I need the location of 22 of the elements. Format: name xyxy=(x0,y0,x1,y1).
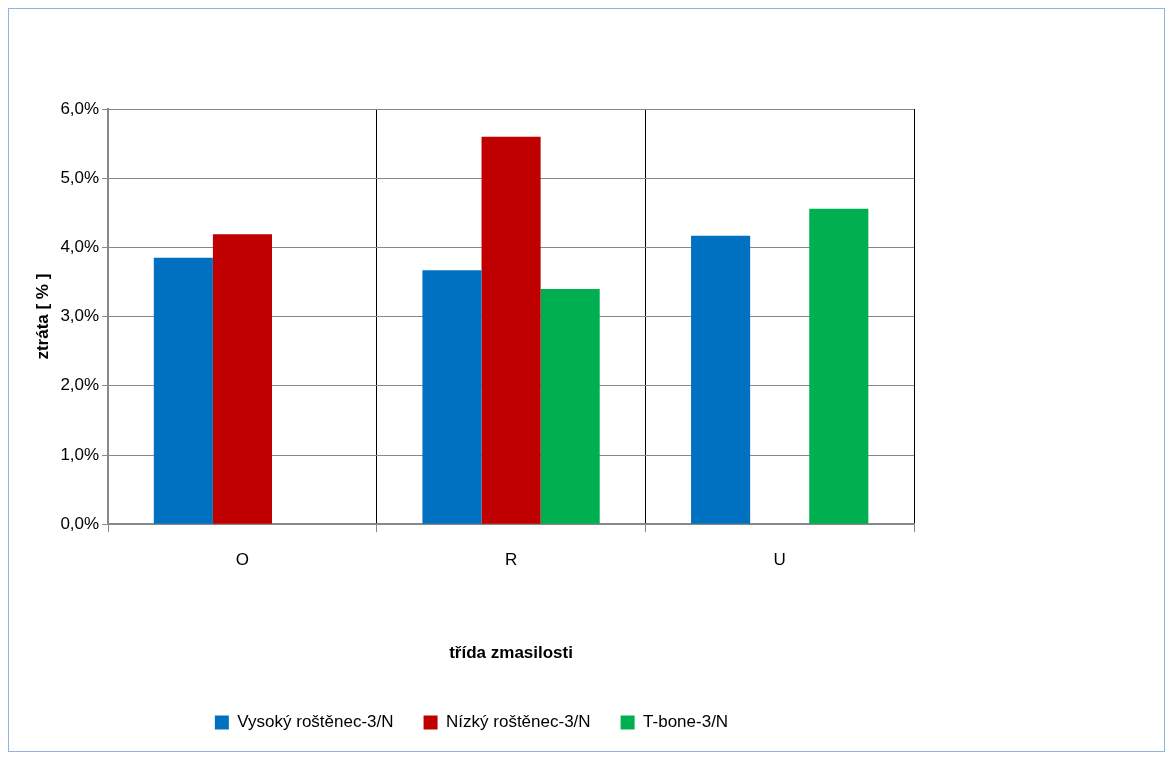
y-tick-label: 3,0% xyxy=(60,306,100,326)
bar xyxy=(809,208,869,524)
bar xyxy=(212,234,273,524)
bar xyxy=(481,136,541,524)
y-tick-label: 4,0% xyxy=(60,237,100,257)
y-axis-title: ztráta [ % ] xyxy=(32,273,52,360)
bar xyxy=(540,288,600,524)
y-tick-label: 1,0% xyxy=(60,444,100,464)
bar xyxy=(153,257,213,524)
legend-label: T-bone-3/N xyxy=(643,712,729,732)
y-tick-label: 2,0% xyxy=(60,375,100,395)
x-axis-title: třída zmasilosti xyxy=(449,643,573,663)
y-tick-label: 6,0% xyxy=(60,98,100,118)
y-tick-label: 0,0% xyxy=(60,513,100,533)
legend-label: Vysoký roštěnec-3/N xyxy=(237,712,394,732)
x-tick-label: U xyxy=(773,550,786,570)
legend-label: Nízký roštěnec-3/N xyxy=(446,712,591,732)
bar xyxy=(422,270,482,524)
x-tick-label: R xyxy=(504,550,518,570)
y-tick-label: 5,0% xyxy=(60,167,100,187)
x-tick-label: O xyxy=(235,550,250,570)
bar xyxy=(691,235,751,524)
